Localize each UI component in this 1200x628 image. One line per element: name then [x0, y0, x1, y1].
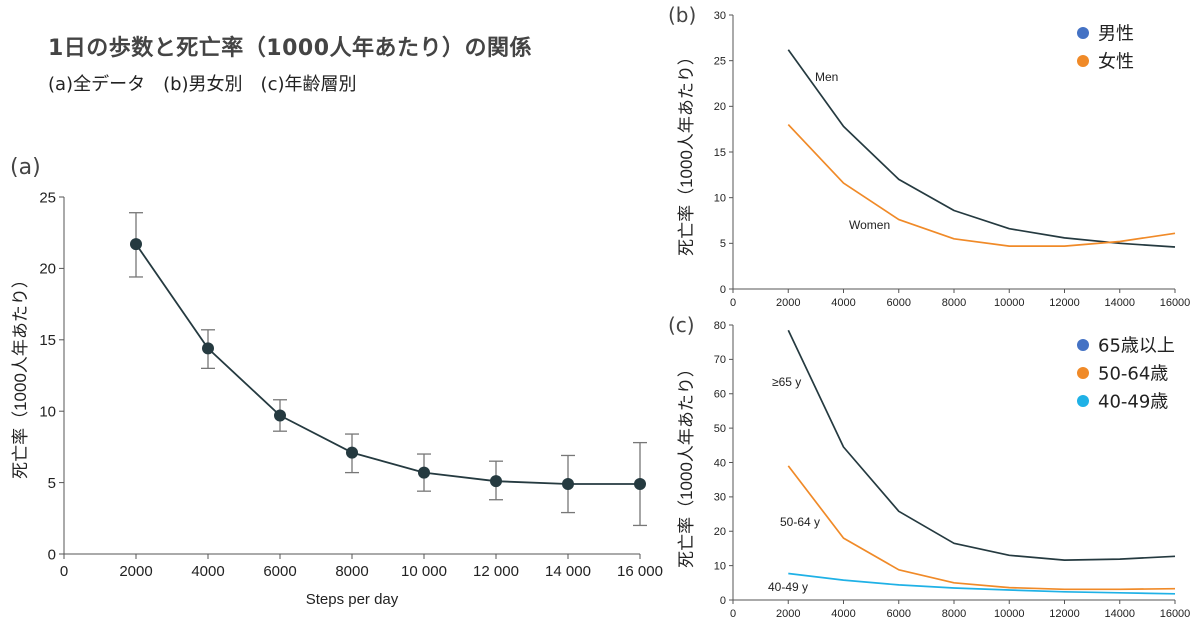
x-axis-title-a: Steps per day	[306, 591, 399, 608]
x-tick-label-a: 6000	[263, 563, 296, 580]
y-tick-label-b: 0	[720, 284, 726, 296]
y-tick-label-c: 70	[714, 354, 726, 366]
y-tick-label-a: 10	[39, 403, 56, 420]
y-tick-label-b: 25	[714, 56, 726, 68]
data-point	[634, 478, 646, 491]
series-line-c-0	[787, 329, 1176, 561]
series-line-a-0	[135, 243, 640, 485]
x-tick-label-b: 0	[730, 297, 736, 309]
y-tick-label-c: 30	[714, 492, 726, 504]
y-tick-label-c: 10	[714, 560, 726, 572]
panel-label-a: (a)	[10, 155, 41, 180]
x-tick-label-b: 6000	[887, 297, 911, 309]
x-tick-label-c: 0	[730, 608, 736, 620]
series-line-c-2	[788, 572, 1176, 595]
data-point	[130, 238, 142, 251]
x-tick-label-a: 8000	[335, 563, 368, 580]
y-axis-title-b: 死亡率（1000人年あたり）	[677, 48, 696, 256]
series-label-b-0: Men	[815, 70, 838, 84]
x-tick-label-b: 12000	[1049, 297, 1080, 309]
y-tick-label-a: 20	[39, 261, 56, 278]
y-tick-label-c: 50	[714, 423, 726, 435]
x-tick-label-c: 10000	[994, 608, 1025, 620]
y-tick-label-c: 20	[714, 526, 726, 538]
x-tick-label-a: 12 000	[473, 563, 519, 580]
legend-marker-c	[1077, 395, 1089, 407]
data-point	[202, 342, 214, 355]
x-tick-label-b: 10000	[994, 297, 1025, 309]
legend-marker-c	[1077, 339, 1089, 351]
y-axis-title-c: 死亡率（1000人年あたり）	[677, 360, 696, 568]
x-tick-label-c: 12000	[1049, 608, 1080, 620]
legend-marker-b	[1077, 27, 1089, 39]
x-tick-label-b: 14000	[1104, 297, 1135, 309]
x-tick-label-b: 4000	[831, 297, 855, 309]
x-tick-label-a: 4000	[191, 563, 224, 580]
x-tick-label-c: 8000	[942, 608, 966, 620]
x-tick-label-a: 14 000	[545, 563, 591, 580]
x-tick-label-a: 10 000	[401, 563, 447, 580]
legend-label-b: 男性	[1098, 23, 1134, 44]
legend-label-c: 65歳以上	[1098, 335, 1175, 356]
y-tick-label-b: 15	[714, 147, 726, 159]
x-tick-label-c: 6000	[887, 608, 911, 620]
y-tick-label-a: 0	[48, 546, 56, 563]
legend-label-b: 女性	[1098, 51, 1134, 72]
x-tick-label-b: 2000	[776, 297, 800, 309]
series-label-c-2: 40-49 y	[768, 580, 808, 594]
x-tick-label-c: 2000	[776, 608, 800, 620]
x-tick-label-c: 4000	[831, 608, 855, 620]
panel-label-c: (c)	[668, 313, 695, 337]
y-tick-label-c: 80	[714, 320, 726, 332]
x-tick-label-a: 16 000	[617, 563, 663, 580]
legend-label-c: 40-49歳	[1098, 391, 1168, 412]
series-label-c-1: 50-64 y	[780, 515, 820, 529]
series-line-b-0	[787, 49, 1176, 248]
data-point	[274, 409, 286, 422]
data-point	[346, 446, 358, 459]
series-line-c-1	[787, 465, 1176, 591]
x-tick-label-c: 16000	[1160, 608, 1191, 620]
data-point	[490, 475, 502, 488]
y-tick-label-c: 60	[714, 389, 726, 401]
x-tick-label-a: 0	[60, 563, 68, 580]
page-subtitle: (a)全データ (b)男女別 (c)年齢層別	[48, 74, 357, 95]
y-tick-label-a: 5	[48, 475, 56, 492]
series-line-b-1	[787, 124, 1176, 247]
series-label-c-0: ≥65 y	[772, 375, 801, 389]
x-tick-label-b: 8000	[942, 297, 966, 309]
y-tick-label-b: 10	[714, 193, 726, 205]
panel-label-b: (b)	[668, 3, 696, 27]
y-tick-label-b: 20	[714, 101, 726, 113]
legend-label-c: 50-64歳	[1098, 363, 1168, 384]
y-tick-label-b: 30	[714, 10, 726, 22]
data-point	[562, 478, 574, 491]
y-tick-label-c: 0	[720, 595, 726, 607]
x-tick-label-b: 16000	[1160, 297, 1191, 309]
y-tick-label-a: 15	[39, 332, 56, 349]
data-point	[418, 466, 430, 479]
x-tick-label-c: 14000	[1104, 608, 1135, 620]
x-tick-label-a: 2000	[119, 563, 152, 580]
y-tick-label-a: 25	[39, 189, 56, 206]
page-title: 1日の歩数と死亡率（1000人年あたり）の関係	[48, 36, 533, 61]
series-label-b-1: Women	[849, 218, 890, 232]
y-axis-title-a: 死亡率（1000人年あたり）	[11, 271, 30, 479]
legend-marker-c	[1077, 367, 1089, 379]
y-tick-label-b: 5	[720, 238, 726, 250]
legend-marker-b	[1077, 55, 1089, 67]
y-tick-label-c: 40	[714, 457, 726, 469]
